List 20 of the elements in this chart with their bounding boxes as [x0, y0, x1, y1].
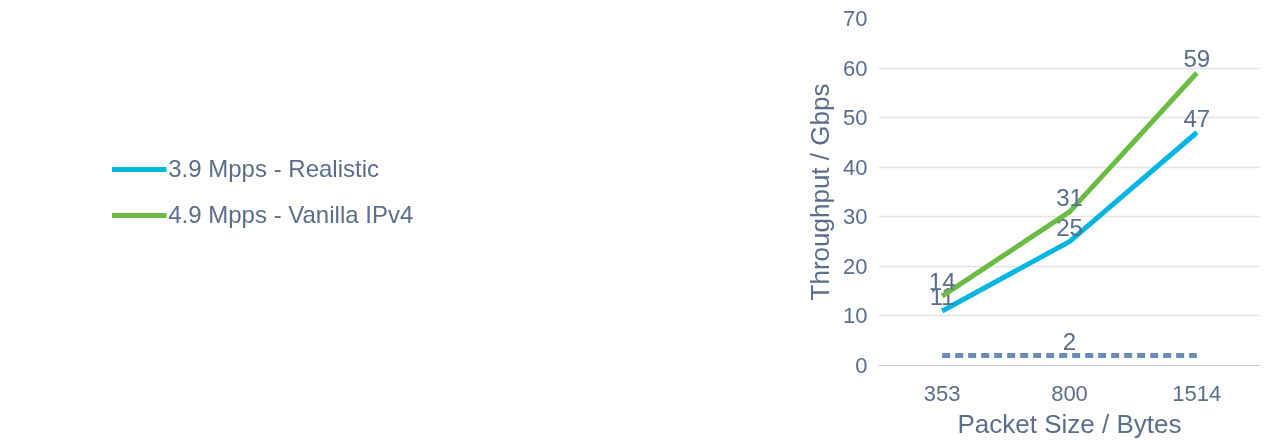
x-tick-label: 800 — [1051, 380, 1088, 406]
legend-label: 4.9 Mpps - Vanilla IPv4 — [168, 200, 415, 229]
y-tick-label: 40 — [843, 154, 868, 180]
x-tick-label: 353 — [923, 380, 961, 406]
y-axis-title: Throughput / Gbps — [805, 83, 836, 301]
y-tick-label: 30 — [843, 204, 868, 230]
y-tick-label: 50 — [843, 105, 868, 131]
y-tick-label: 70 — [843, 6, 868, 31]
data-label: 47 — [1183, 104, 1211, 132]
y-tick-label: 20 — [843, 253, 868, 279]
legend-label: 3.9 Mpps - Realistic — [168, 154, 380, 183]
data-label: 2 — [1062, 327, 1077, 355]
y-tick-label: 10 — [843, 303, 868, 329]
data-label: 59 — [1183, 45, 1211, 73]
x-tick-label: 1514 — [1172, 380, 1222, 406]
data-label: 31 — [1056, 183, 1083, 211]
data-label: 25 — [1056, 213, 1083, 241]
x-axis-title: Packet Size / Bytes — [957, 408, 1182, 439]
y-tick-label: 60 — [843, 55, 868, 81]
y-tick-label: 0 — [855, 353, 868, 378]
